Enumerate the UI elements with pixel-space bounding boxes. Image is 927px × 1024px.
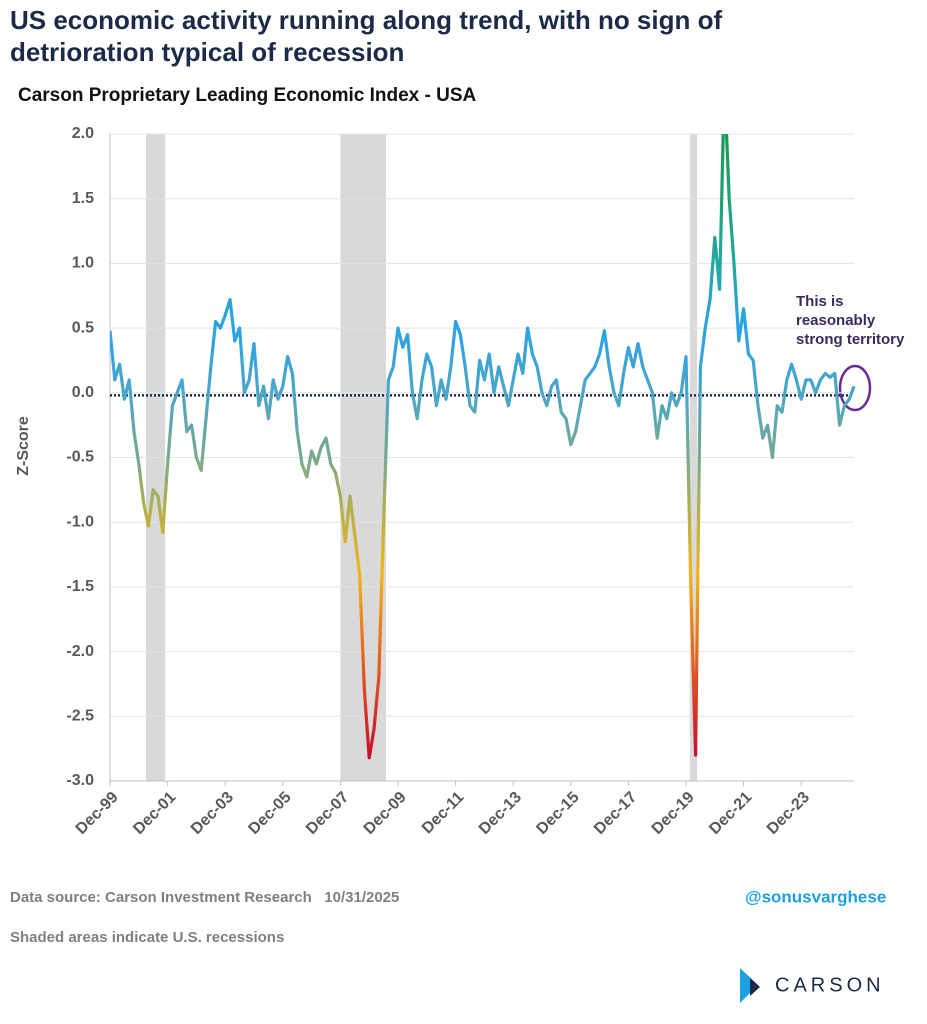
chart-title: US economic activity running along trend…: [10, 5, 722, 35]
y-tick-label: 1.5: [72, 190, 94, 207]
y-tick-label: -1.0: [66, 513, 94, 530]
x-tick-label: Dec-09: [361, 789, 410, 838]
x-tick-label: Dec-11: [419, 789, 468, 838]
x-tick-label: Dec-13: [476, 789, 525, 838]
source-note: Data source: Carson Investment Research …: [10, 889, 399, 906]
chart-title: detrioration typical of recession: [10, 37, 404, 67]
x-tick-label: Dec-03: [188, 789, 237, 838]
x-tick-label: Dec-17: [591, 789, 640, 838]
logo-icon: [740, 968, 758, 1003]
x-tick-label: Dec-99: [73, 789, 122, 838]
handle: @sonusvarghese: [745, 887, 886, 906]
y-tick-label: -2.5: [66, 708, 94, 725]
annotation: reasonably: [796, 312, 876, 329]
y-tick-label: 0.0: [72, 384, 94, 401]
x-tick-label: Dec-21: [706, 789, 755, 838]
x-tick-label: Dec-19: [649, 789, 698, 838]
recession-note: Shaded areas indicate U.S. recessions: [10, 929, 284, 946]
x-tick-label: Dec-23: [764, 789, 813, 838]
x-tick-label: Dec-05: [245, 789, 294, 838]
y-tick-label: -1.5: [66, 578, 94, 595]
chart-subtitle: Carson Proprietary Leading Economic Inde…: [18, 85, 476, 106]
x-tick-label: Dec-01: [130, 789, 179, 838]
annotation: This is: [796, 293, 844, 310]
annotation: strong territory: [796, 331, 905, 348]
logo-icon: [750, 978, 760, 996]
annotation-circle: [838, 364, 872, 412]
y-tick-label: -2.0: [66, 643, 94, 660]
x-tick-label: Dec-07: [303, 789, 352, 838]
y-axis-label: Z-Score: [15, 416, 32, 476]
index-line: [110, 134, 856, 760]
y-tick-label: 0.5: [72, 319, 94, 336]
brand: CARSON: [775, 974, 885, 996]
y-tick-label: 2.0: [72, 125, 94, 142]
y-tick-label: -3.0: [66, 772, 94, 789]
y-tick-label: 1.0: [72, 255, 94, 272]
x-tick-label: Dec-15: [533, 789, 582, 838]
y-tick-label: -0.5: [66, 449, 94, 466]
